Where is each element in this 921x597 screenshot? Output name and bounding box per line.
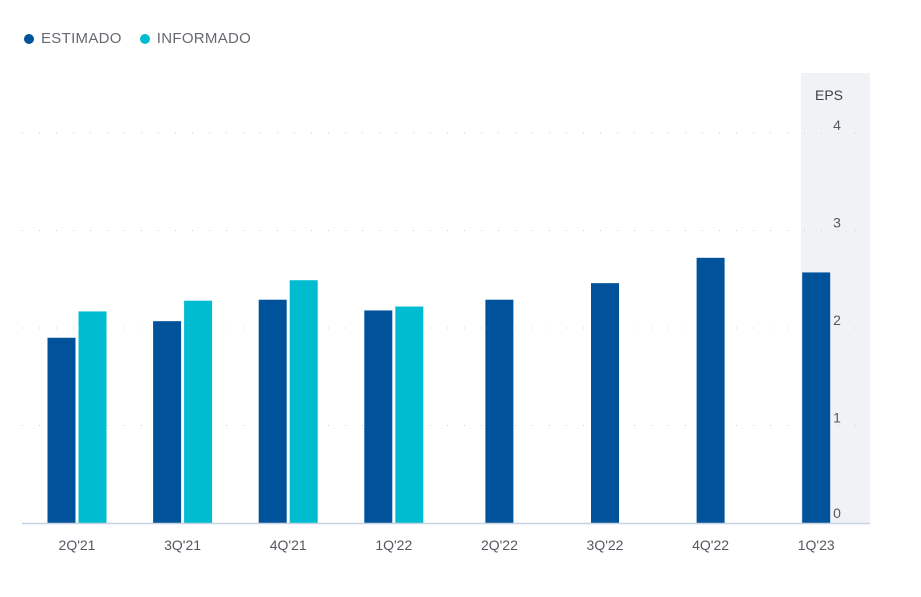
x-tick-label-6: 4Q'22	[692, 537, 729, 553]
bar-estimado-4	[485, 299, 514, 523]
bar-informado-3	[395, 306, 424, 523]
bar-informado-0	[78, 311, 107, 523]
legend-swatch-informado	[139, 33, 150, 44]
bar-estimado-3	[364, 310, 393, 523]
x-tick-label-0: 2Q'21	[59, 537, 96, 553]
legend-label-informado: INFORMADO	[156, 30, 252, 47]
x-tick-label-5: 3Q'22	[587, 537, 624, 553]
x-tick-label-2: 4Q'21	[270, 537, 307, 553]
legend-swatch-estimado	[24, 33, 34, 44]
bar-estimado-2	[258, 299, 287, 523]
x-tick-label-7: 1Q'23	[798, 537, 835, 553]
y-tick-label-1: 1	[833, 410, 841, 426]
chart-legend: ESTIMADO INFORMADO	[24, 30, 251, 47]
y-tick-label-0: 0	[833, 505, 841, 521]
bar-informado-1	[184, 300, 213, 523]
x-tick-label-4: 2Q'22	[481, 537, 518, 553]
y-tick-label-4: 4	[833, 117, 841, 133]
bar-estimado-5	[591, 283, 619, 523]
bar-informado-2	[289, 280, 318, 523]
legend-item-estimado[interactable]: ESTIMADO	[24, 30, 122, 47]
legend-label-estimado: ESTIMADO	[41, 30, 122, 47]
bar-estimado-0	[47, 337, 76, 523]
y-tick-label-3: 3	[833, 215, 841, 231]
y-tick-label-2: 2	[833, 312, 841, 328]
legend-item-informado[interactable]: INFORMADO	[139, 30, 252, 47]
bar-estimado-1	[153, 321, 182, 523]
y-axis-title: EPS	[815, 87, 843, 103]
x-tick-label-3: 1Q'22	[375, 537, 412, 553]
bar-estimado-6	[696, 257, 725, 523]
bar-estimado-7	[802, 272, 831, 523]
x-tick-label-1: 3Q'21	[164, 537, 201, 553]
